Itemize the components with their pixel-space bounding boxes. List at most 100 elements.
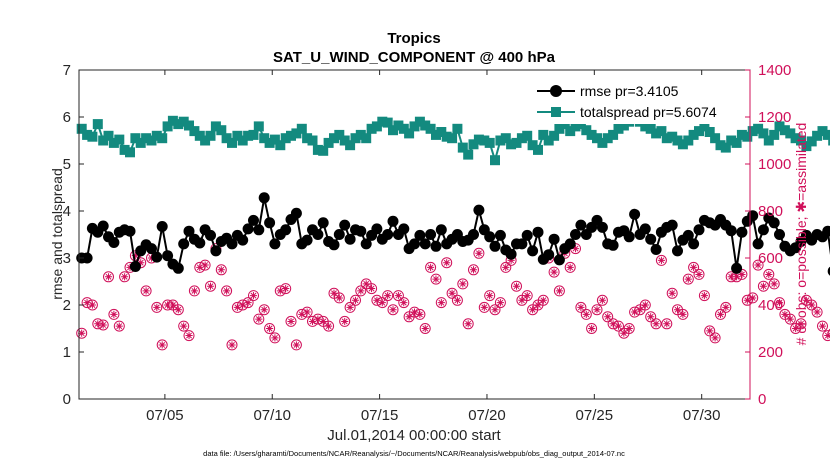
totalspread-point [699,121,710,132]
obs-assimilated-point [620,329,628,337]
obs-possible-point [602,311,614,323]
totalspread-point [602,133,613,144]
obs-assimilated-point [679,310,687,318]
obs-assimilated-point [346,303,354,311]
totalspread-point [806,136,817,147]
totalspread-point [151,130,162,141]
obs-assimilated-point [239,301,247,309]
obs-assimilated-point [577,303,585,311]
rmse-point [81,252,93,264]
y-tick-label-left: 1 [63,344,71,361]
totalspread-point [323,137,334,148]
rmse-point [156,221,168,232]
obs-assimilated-point [137,259,145,267]
totalspread-point [468,139,479,150]
obs-assimilated-point [180,322,188,330]
totalspread-point [500,133,511,144]
obs-assimilated-point [88,301,97,309]
obs-assimilated-point [507,256,515,264]
obs-assimilated-point [738,270,746,279]
obs-assimilated-point [765,270,773,279]
y-tick-label-right: 1200 [758,109,791,126]
rmse-point [280,224,292,236]
rmse-point [387,215,399,227]
totalspread-point [506,139,517,150]
obs-possible-point [484,290,496,302]
obs-possible-point [795,318,807,330]
obs-assimilated-point [400,299,408,307]
rmse-point [768,217,780,229]
obs-assimilated-point [571,245,580,253]
rmse-point [264,217,276,229]
obs-assimilated-point [496,299,504,307]
obs-assimilated-point [287,317,295,326]
obs-possible-point [457,278,469,290]
obs-assimilated-point [818,322,827,330]
obs-assimilated-point [625,324,633,333]
x-tick-label: 07/25 [576,407,614,424]
obs-possible-point [511,280,522,292]
obs-possible-point [763,268,775,280]
y-tick-label-left: 5 [63,156,71,173]
totalspread-point [704,127,715,137]
rmse-point [484,231,496,243]
obs-assimilated-point [443,259,451,267]
obs-assimilated-point [394,292,402,300]
totalspread-point [790,133,801,144]
obs-assimilated-point [797,320,805,328]
totalspread-point [747,126,758,137]
totalspread-point [720,142,731,153]
obs-assimilated-point [384,292,392,300]
obs-assimilated-point [244,299,252,307]
rmse-series [76,192,830,276]
rmse-point [226,238,238,250]
obs-assimilated-point [217,266,225,274]
rmse-point [666,219,678,231]
obs-assimilated-point [190,287,199,295]
obs-possible-point [715,308,726,320]
rmse-point [607,239,619,251]
totalspread-point [329,133,339,144]
obs-assimilated-point [158,341,166,349]
obs-possible-point [285,315,297,327]
rmse-point [822,225,830,237]
rmse-point [435,224,447,236]
obs-assimilated-point [233,303,241,311]
obs-assimilated-point [330,289,338,297]
obs-assimilated-point [104,273,113,281]
obs-assimilated-point [437,299,445,307]
obs-assimilated-point [228,341,236,349]
totalspread-point [431,129,441,140]
obs-assimilated-point [185,331,193,340]
totalspread-point [414,116,425,127]
obs-possible-point [269,332,281,344]
totalspread-point [758,128,769,139]
rmse-point [253,224,265,236]
totalspread-point [92,119,103,130]
totalspread-point [490,155,500,166]
obs-assimilated-point [303,308,311,316]
totalspread-point [769,129,780,140]
obs-assimilated-point [528,306,537,314]
totalspread-point [753,123,764,134]
totalspread-point [817,126,828,137]
obs-possible-point [108,308,120,320]
obs-assimilated-point [652,320,660,328]
obs-possible-point [693,268,705,280]
rmse-point [162,250,174,262]
obs-assimilated-point [265,324,274,333]
totalspread-point [522,130,533,141]
totalspread-point [178,116,189,127]
obs-possible-point [430,273,442,285]
legend-rmse-label: rmse pr=3.4105 [580,83,679,99]
obs-assimilated-point [690,263,698,271]
totalspread-point [441,131,452,142]
obs-possible-point [441,257,453,269]
totalspread-point [146,135,157,146]
totalspread-point [76,123,87,134]
obs-assimilated-point [775,299,784,307]
rmse-point [360,238,372,250]
rmse-point [827,266,830,276]
totalspread-point [103,130,114,141]
